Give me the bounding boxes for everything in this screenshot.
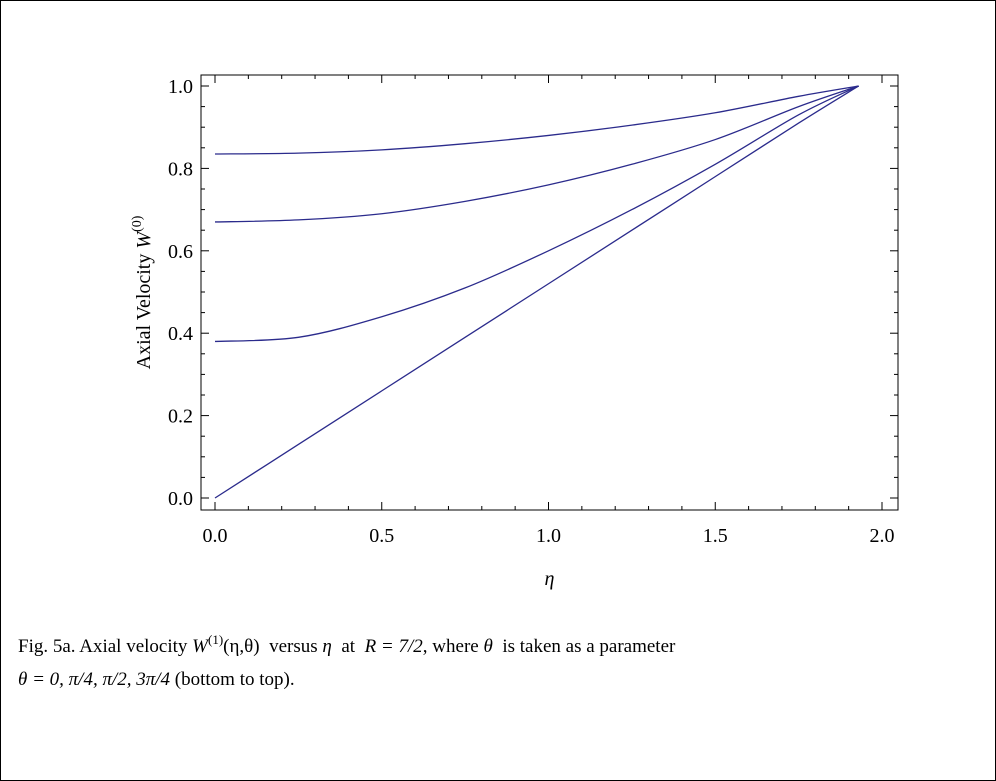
y-tick-label: 0.8 [168, 158, 193, 180]
y-axis-label: Axial Velocity W(0) [130, 215, 155, 369]
caption-theta: θ [483, 636, 493, 657]
caption-w-sup: (1) [207, 632, 224, 647]
caption-args: (η,θ) [223, 636, 260, 657]
chart: 0.0 0.5 1.0 1.5 2.0 0.0 0.2 0.4 0.6 0.8 1.0 η Axia… [130, 74, 899, 590]
caption-line-2: θ = 0, π/4, π/2, 3π/4 (bottom to top). [18, 663, 978, 696]
caption-line-1: Fig. 5a. Axial velocity W(1)(η,θ) versus… [18, 630, 978, 663]
y-tick-label: 0.0 [168, 488, 193, 510]
x-tick-label: 1.5 [703, 525, 728, 547]
x-tick-label: 0.0 [203, 525, 228, 547]
series-line-1 [214, 85, 859, 499]
caption-where: , where [422, 636, 479, 657]
x-tick-label: 0.5 [369, 525, 394, 547]
x-tick-label: 1.0 [536, 525, 561, 547]
y-label-text: Axial Velocity [133, 249, 155, 370]
caption-r-expr: R = 7/2 [364, 636, 423, 657]
y-tick-label: 0.6 [168, 241, 193, 263]
y-label-superscript: (0) [130, 215, 145, 232]
series-line-3 [214, 85, 859, 223]
y-tick-label: 0.4 [168, 323, 193, 345]
x-axis-label: η [545, 568, 555, 590]
plot-frame [200, 74, 899, 511]
series-line-4 [214, 85, 859, 155]
caption-prefix: Fig. 5a. Axial velocity [18, 636, 188, 657]
caption-theta-values: θ = 0, π/4, π/2, 3π/4 [18, 669, 171, 690]
y-label-w: W [133, 230, 155, 249]
caption-eta: η [322, 636, 332, 657]
series-line-2 [214, 85, 859, 343]
y-tick-label: 1.0 [168, 76, 193, 98]
caption-param-text: is taken as a parameter [502, 636, 676, 657]
caption-versus: versus [269, 636, 318, 657]
caption-w: W [192, 636, 208, 657]
figure-caption: Fig. 5a. Axial velocity W(1)(η,θ) versus… [18, 630, 978, 696]
caption-line2-suffix: (bottom to top). [174, 669, 295, 690]
x-tick-label: 2.0 [870, 525, 895, 547]
caption-at: at [341, 636, 356, 657]
y-tick-label: 0.2 [168, 406, 193, 428]
